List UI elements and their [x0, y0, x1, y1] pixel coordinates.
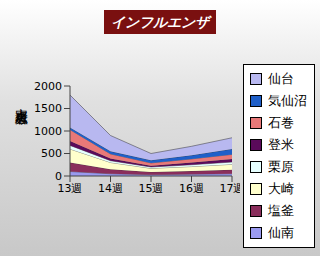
svg-text:0: 0: [55, 170, 62, 183]
html-text:仙南: 仙南: [268, 225, 294, 240]
html-text:仙台: 仙台: [268, 71, 294, 86]
html-text:大崎: 大崎: [268, 181, 294, 196]
html-text:石巻: 石巻: [268, 115, 294, 130]
svg-text:17週: 17週: [220, 182, 241, 195]
svg-text:16週: 16週: [179, 182, 204, 195]
svg-text:1500: 1500: [34, 102, 62, 115]
svg-text:13週: 13週: [58, 182, 83, 195]
svg-text:2000: 2000: [34, 80, 62, 93]
svg-text:1000: 1000: [34, 125, 62, 138]
svg-text:15週: 15週: [139, 182, 164, 195]
html-text:栗原: 栗原: [268, 159, 294, 174]
svg-text:14週: 14週: [98, 182, 123, 195]
html-text:登米: 登米: [268, 137, 294, 152]
svg-text:500: 500: [41, 147, 62, 160]
html-text:定点患者数: 定点患者数: [14, 98, 29, 103]
html-text:塩釜: 塩釜: [268, 203, 294, 218]
html-text:気仙沼: 気仙沼: [268, 93, 307, 108]
html-text:インフルエンザ: インフルエンザ: [111, 14, 209, 30]
